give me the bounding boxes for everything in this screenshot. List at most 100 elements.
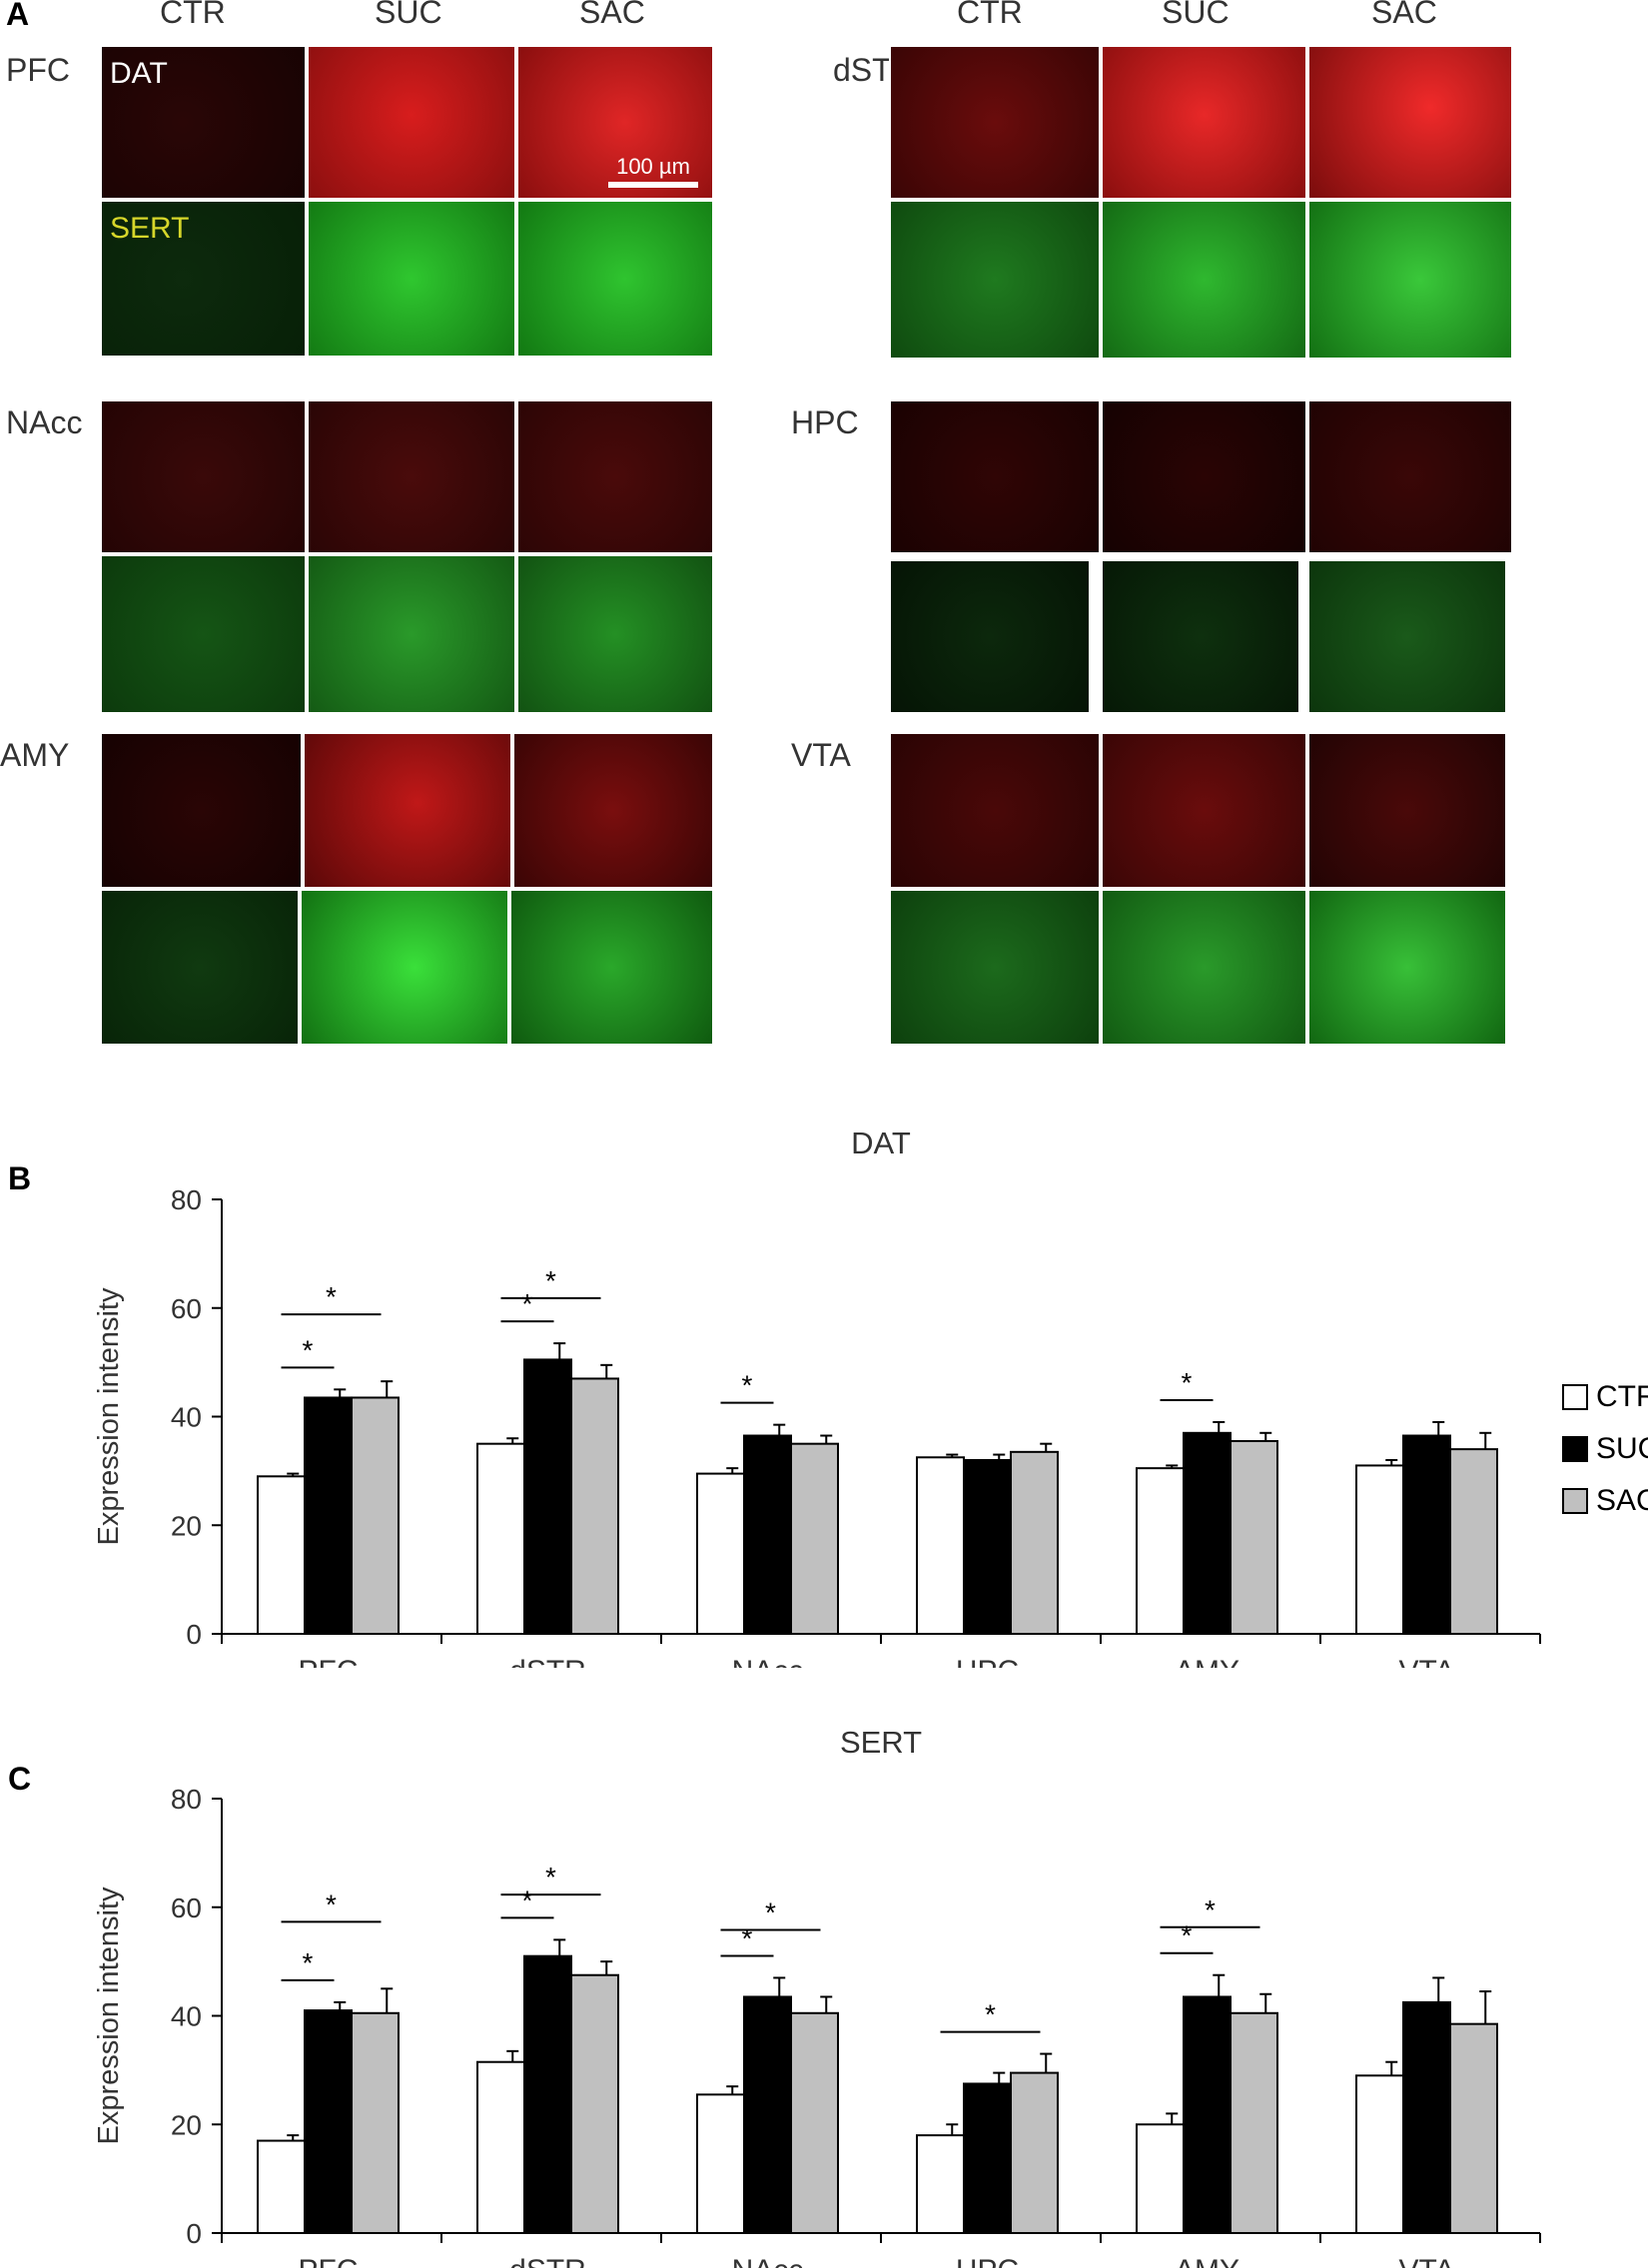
bar-ctr — [257, 1475, 306, 1635]
bar-suc — [963, 2082, 1012, 2234]
panel-label-b: B — [8, 1160, 32, 1196]
x-tick-label: VTA — [1398, 1655, 1454, 1668]
y-tick-label: 80 — [171, 1784, 202, 1815]
x-tick-label: AMY — [1175, 2254, 1239, 2268]
micrograph-vta-dat-suc — [1101, 732, 1307, 889]
y-tick-label: 80 — [171, 1184, 202, 1215]
micrograph-pfc-sert-suc — [307, 200, 516, 358]
bar-suc — [523, 1954, 572, 2234]
micrograph-amy-sert-sac — [509, 889, 714, 1046]
micrograph-hpc-sert-ctr — [889, 559, 1091, 714]
sert-bar-chart: SERT Expression intensity 0 20 40 60 80 PFC dSTR… — [93, 1725, 1541, 2268]
legend-swatch-suc — [1562, 1436, 1588, 1462]
bar-sac — [570, 1377, 619, 1635]
micrograph-hpc-dat-sac — [1307, 399, 1513, 554]
bar-suc — [1402, 1434, 1451, 1635]
bar-suc — [1183, 1995, 1232, 2234]
significance-star: * — [985, 1999, 996, 2030]
bar-ctr — [1136, 2123, 1185, 2234]
micrograph-hpc-sert-suc — [1101, 559, 1300, 714]
micrograph-amy-dat-sac — [512, 732, 714, 889]
dat-label: DAT — [110, 57, 168, 90]
bar-suc — [743, 1434, 792, 1635]
panel-label-c: C — [8, 1761, 32, 1797]
y-tick-label: 0 — [186, 1619, 202, 1650]
micrograph-nacc-sert-ctr — [100, 554, 307, 714]
micrograph-vta-sert-sac — [1307, 889, 1507, 1046]
x-tick-label: PFC — [299, 1655, 359, 1668]
legend-item-suc: SUC — [1562, 1430, 1648, 1470]
micrograph-pfc-dat-ctr: DAT — [100, 45, 307, 200]
bar-sac — [1449, 2022, 1498, 2234]
x-tick-label: VTA — [1398, 2254, 1454, 2268]
scale-bar-label: 100 µm — [616, 154, 690, 179]
significance-star: * — [1182, 1367, 1193, 1398]
significance-star: * — [545, 1265, 556, 1296]
bar-sac — [351, 2011, 400, 2234]
x-tick-label: NAcc — [732, 1655, 804, 1668]
bar-ctr — [257, 2139, 306, 2234]
bar-sac — [1230, 2011, 1278, 2234]
micrograph-hpc-dat-ctr — [889, 399, 1101, 554]
column-header-ctr-left: CTR — [160, 0, 226, 30]
bar-suc — [304, 1396, 353, 1635]
bar-ctr — [476, 1442, 525, 1635]
chart-title: DAT — [851, 1126, 911, 1160]
bar-suc — [304, 2009, 353, 2234]
row-label-hpc: HPC — [791, 404, 859, 440]
micrograph-dstr-dat-ctr — [889, 45, 1101, 200]
y-tick-label: 60 — [171, 1293, 202, 1324]
sert-label: SERT — [110, 212, 190, 245]
micrograph-amy-sert-suc — [300, 889, 509, 1046]
y-tick-label: 40 — [171, 1402, 202, 1433]
legend-label-suc: SUC — [1596, 1432, 1648, 1465]
x-tick-label: PFC — [299, 2254, 359, 2268]
micrograph-pfc-dat-suc — [307, 45, 516, 200]
micrograph-hpc-sert-sac — [1307, 559, 1507, 714]
bar-ctr — [1136, 1467, 1185, 1635]
bar-ctr — [916, 2134, 965, 2234]
x-tick-label: NAcc — [732, 2254, 804, 2268]
bar-suc — [743, 1995, 792, 2234]
column-header-ctr-right: CTR — [957, 0, 1023, 30]
significance-star: * — [303, 1334, 314, 1365]
bar-suc — [963, 1459, 1012, 1635]
row-label-pfc: PFC — [6, 52, 70, 88]
micrograph-vta-dat-sac — [1307, 732, 1507, 889]
x-tick-label: AMY — [1175, 1655, 1239, 1668]
micrograph-pfc-sert-sac — [516, 200, 714, 358]
bar-sac — [1010, 2071, 1059, 2234]
bar-sac — [1449, 1448, 1498, 1635]
bar-ctr — [696, 2093, 745, 2234]
micrograph-amy-dat-suc — [303, 732, 512, 889]
row-label-amy: AMY — [0, 737, 70, 773]
y-tick-label: 20 — [171, 2109, 202, 2140]
micrograph-dstr-sert-ctr — [889, 200, 1101, 360]
micrograph-amy-sert-ctr — [100, 889, 300, 1046]
scale-bar: 100 µm — [608, 154, 698, 188]
micrograph-nacc-dat-ctr — [100, 399, 307, 554]
significance-star: * — [522, 1885, 533, 1915]
micrograph-nacc-sert-suc — [307, 554, 516, 714]
micrograph-vta-sert-suc — [1101, 889, 1307, 1046]
significance-star: * — [303, 1947, 314, 1978]
micrograph-amy-dat-ctr — [100, 732, 303, 889]
legend-item-ctr: CTR — [1562, 1378, 1648, 1418]
bar-sac — [1010, 1450, 1059, 1635]
row-label-nacc: NAcc — [6, 404, 83, 440]
micrograph-pfc-dat-sac: 100 µm — [516, 45, 714, 200]
bar-ctr — [916, 1456, 965, 1635]
micrograph-dstr-dat-sac — [1307, 45, 1513, 200]
bar-sac — [570, 1973, 619, 2234]
y-tick-label: 20 — [171, 1510, 202, 1541]
legend-label-ctr: CTR — [1596, 1380, 1648, 1413]
micrograph-dstr-dat-suc — [1101, 45, 1307, 200]
dat-bar-chart: DAT Expression intensity 0 20 40 60 80 PFC dSTR N… — [93, 1126, 1541, 1668]
micrograph-vta-sert-ctr — [889, 889, 1101, 1046]
significance-star: * — [522, 1288, 533, 1319]
significance-star: * — [742, 1370, 753, 1401]
x-tick-label: dSTR — [509, 1655, 586, 1668]
legend-item-sac: SAC — [1562, 1482, 1648, 1522]
bar-suc — [1402, 2000, 1451, 2234]
legend-swatch-ctr — [1562, 1384, 1588, 1410]
